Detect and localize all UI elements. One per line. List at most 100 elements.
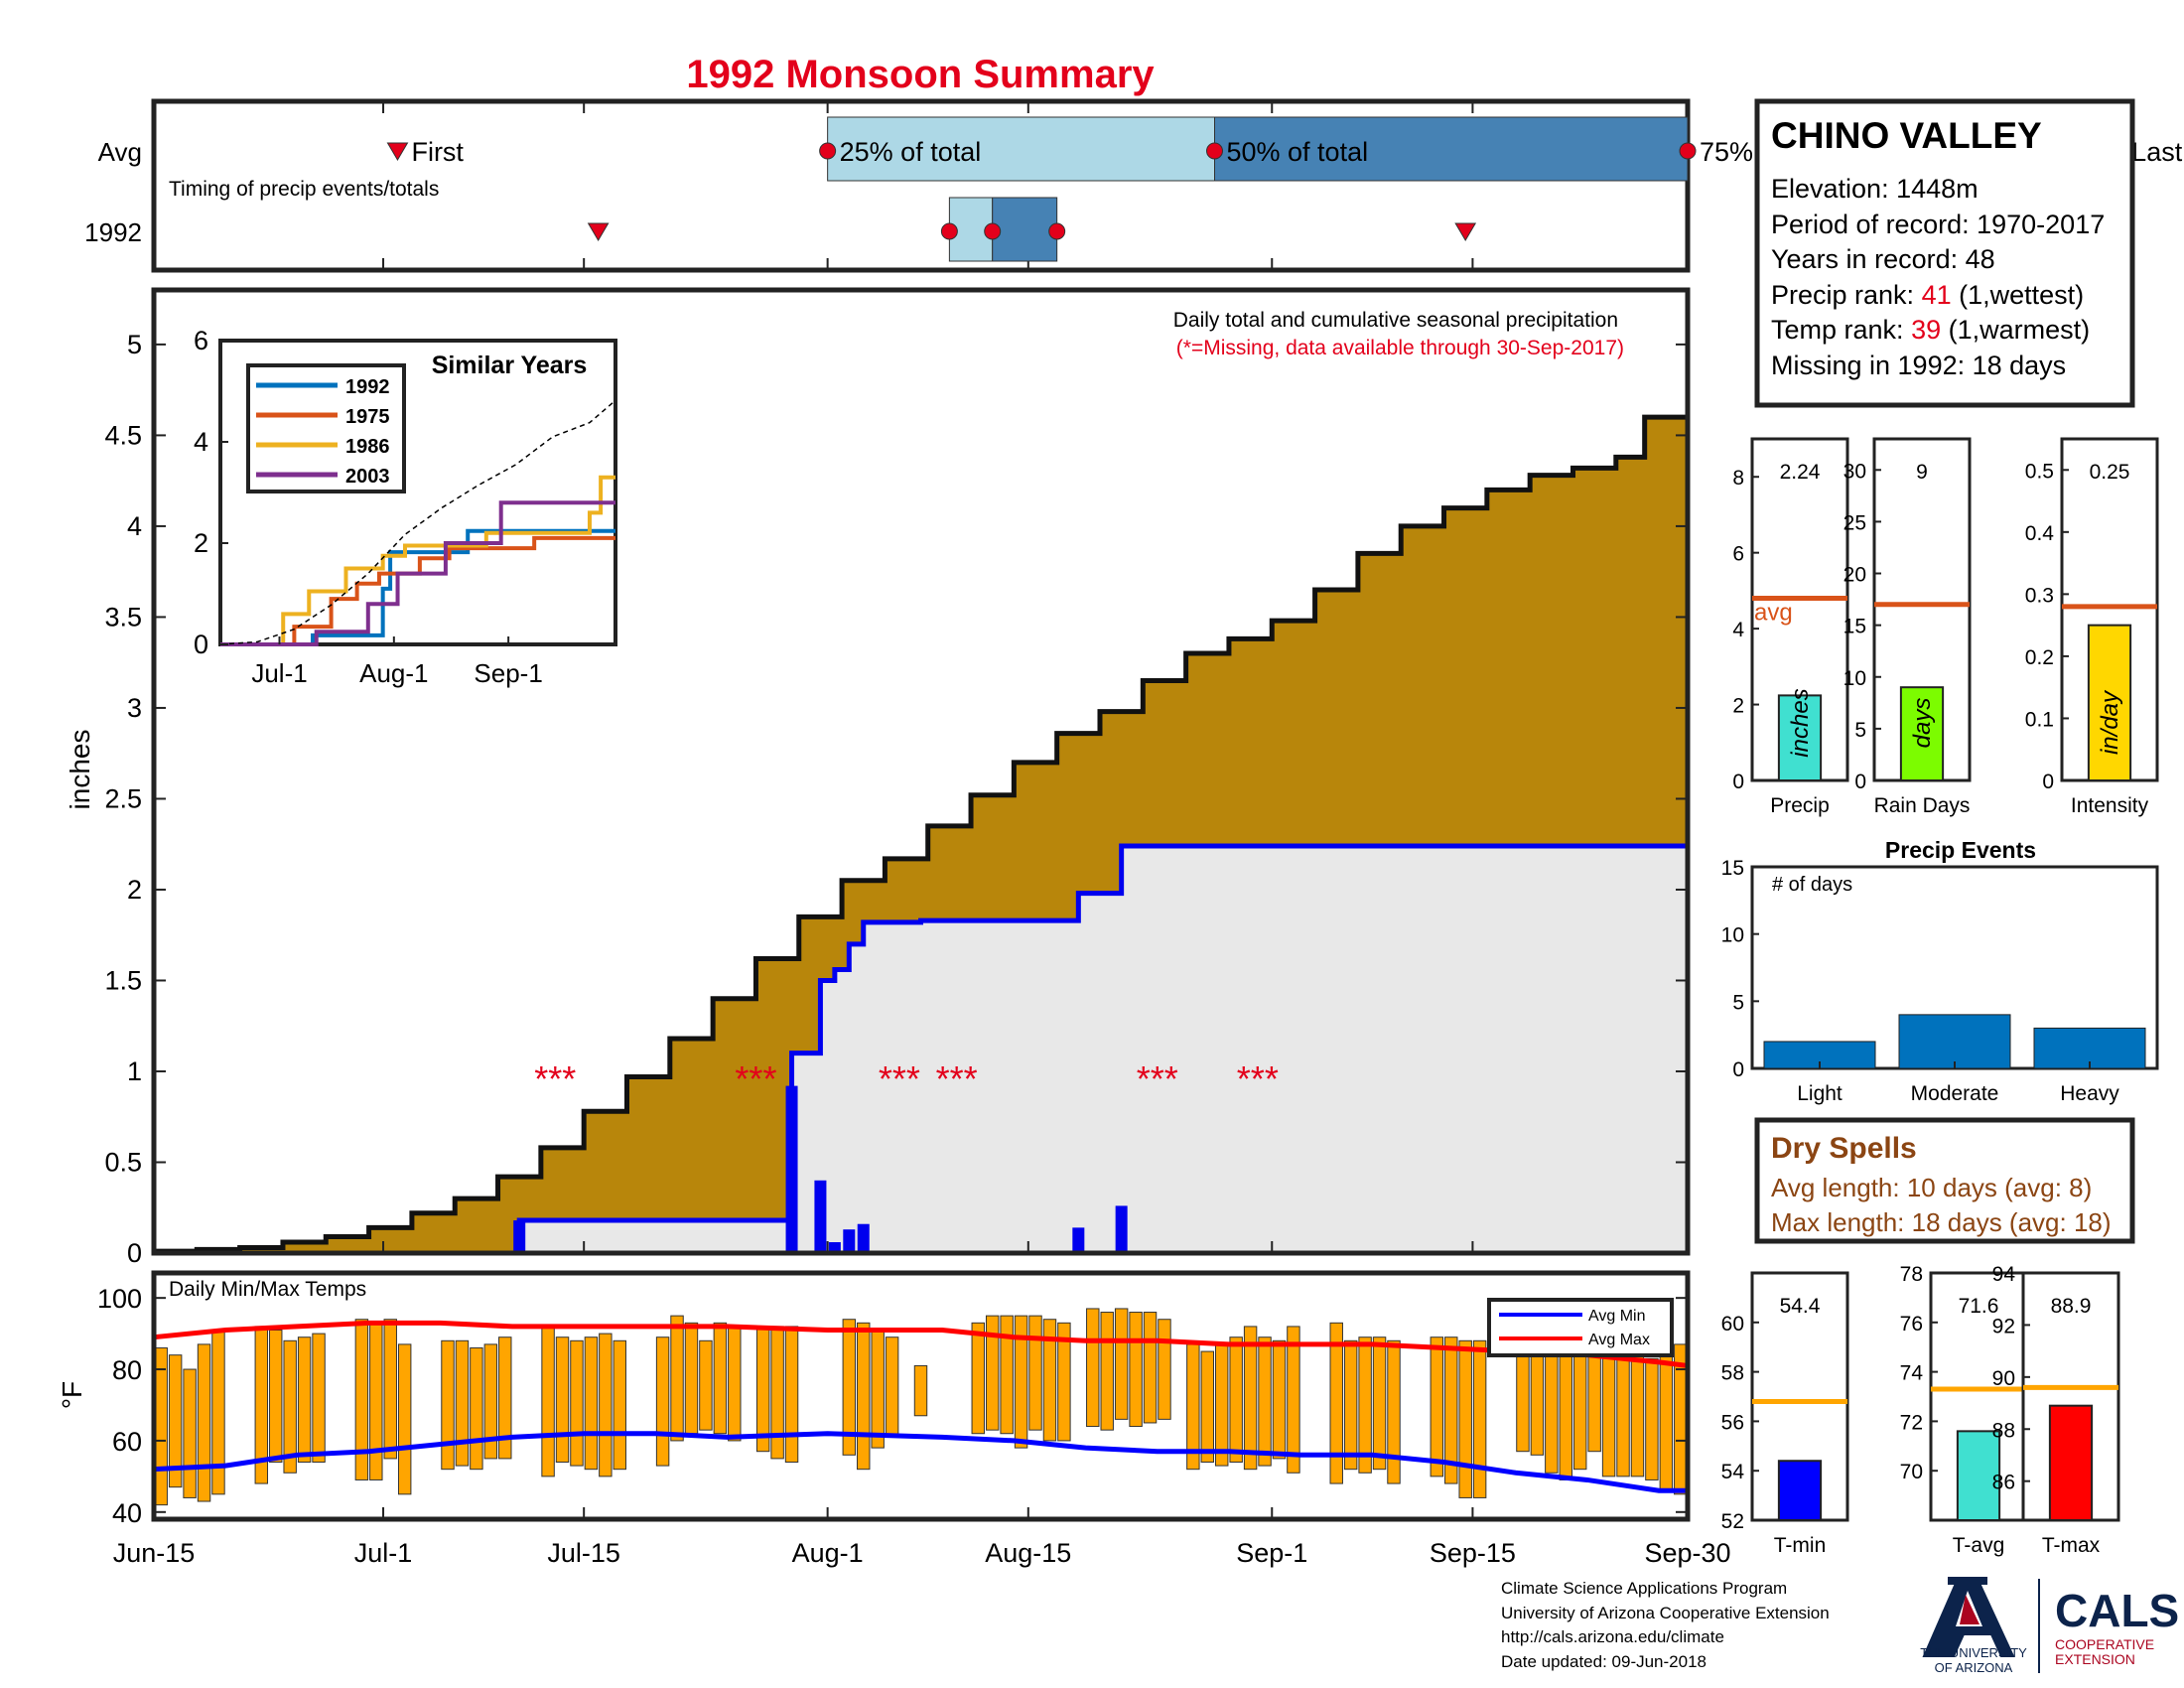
stat-y-tick-label: 0 xyxy=(1732,771,1744,793)
stat-y-tick-label: 10 xyxy=(1843,667,1866,690)
daily-precip-bar xyxy=(785,1085,798,1253)
temp-stats-panels: 52 54 56 58 60 54.4 T-min 70 72 74 76 78 71.6 T-avg 86… xyxy=(1721,1263,2120,1557)
daily-temp-bar xyxy=(842,1319,857,1456)
stat-y-tick-label: 76 xyxy=(1900,1313,1923,1336)
station-years: Years in record: 48 xyxy=(1771,244,1995,274)
daily-temp-bar xyxy=(154,1346,168,1506)
year-last-marker-icon xyxy=(1454,222,1477,241)
footer-credits: Climate Science Applications Program Uni… xyxy=(1501,1577,1830,1674)
daily-temp-bar xyxy=(1516,1339,1530,1453)
daily-temp-bar xyxy=(1014,1315,1028,1449)
stat-y-tick-label: 0.1 xyxy=(2025,708,2054,731)
daily-temp-bar xyxy=(1616,1346,1630,1477)
daily-temp-bar xyxy=(211,1330,225,1495)
stat-value-label: 54.4 xyxy=(1780,1295,1821,1318)
daily-precip-bar xyxy=(1072,1227,1085,1253)
daily-temp-bar xyxy=(1100,1312,1114,1431)
daily-temp-bar xyxy=(1587,1343,1601,1453)
dry-spells-frame xyxy=(1754,1117,2135,1244)
daily-temp-bar xyxy=(1601,1346,1616,1477)
x-tick-label: Jul-15 xyxy=(547,1538,620,1568)
y-tick-label: 3.5 xyxy=(104,602,142,632)
avg-first-label: First xyxy=(411,137,464,167)
inset-title: Similar Years xyxy=(432,352,588,379)
stat-value-label: 9 xyxy=(1916,461,1928,484)
y-tick-label: 2.5 xyxy=(104,783,142,813)
daily-temp-bar xyxy=(570,1339,584,1467)
daily-temp-bar xyxy=(684,1322,699,1435)
y-tick-label: 0 xyxy=(127,1238,142,1268)
stat-y-tick-label: 0 xyxy=(2042,771,2054,793)
event-y-tick-label: 10 xyxy=(1721,924,1744,947)
legend-label-avg-min: Avg Min xyxy=(1588,1308,1646,1325)
precip-events-chart: Precip Events # of days Light Moderate Hea… xyxy=(1721,837,2159,1105)
stat-y-tick-label: 2 xyxy=(1732,695,1744,718)
ua-a-red-icon xyxy=(1960,1595,1979,1624)
dry-spells-box: Dry Spells Avg length: 10 days (avg: 8) … xyxy=(1754,1117,2135,1244)
event-bar xyxy=(1898,1014,2011,1069)
inset-x-tick-label: Jul-1 xyxy=(251,658,307,688)
daily-temp-bar xyxy=(784,1326,799,1463)
stat-y-tick-label: 58 xyxy=(1721,1362,1744,1385)
daily-temp-bar xyxy=(470,1346,483,1471)
inset-y-tick-label: 2 xyxy=(194,528,208,558)
stat-y-tick-label: 60 xyxy=(1721,1313,1744,1336)
daily-temp-bar xyxy=(1572,1354,1587,1471)
x-tick-label: Jun-15 xyxy=(113,1538,196,1568)
legend-label-2003: 2003 xyxy=(345,466,390,488)
daily-temp-bar xyxy=(1272,1339,1287,1460)
daily-temp-bar xyxy=(297,1336,312,1463)
stat-panel-label: T-max xyxy=(2042,1534,2101,1557)
inset-series-2003 xyxy=(220,500,615,646)
x-tick-label: Jul-1 xyxy=(354,1538,413,1568)
x-tick-label: Aug-1 xyxy=(792,1538,864,1568)
cals-coop-line2: EXTENSION xyxy=(2055,1651,2135,1667)
y-tick-label: 1.5 xyxy=(104,965,142,995)
daily-temp-bar xyxy=(555,1336,570,1463)
station-info-box: CHINO VALLEY Elevation: 1448m Period of … xyxy=(1754,98,2135,408)
y-tick-label: 3 xyxy=(127,693,142,723)
station-name: CHINO VALLEY xyxy=(1771,115,2042,156)
page-title: 1992 Monsoon Summary xyxy=(686,53,1155,96)
y-tick-label: 5 xyxy=(127,330,142,359)
footer-line-program: Climate Science Applications Program xyxy=(1501,1579,1788,1598)
stat-y-tick-label: 5 xyxy=(1854,719,1866,742)
inset-y-tick-label: 0 xyxy=(194,630,208,659)
ua-a-top-icon xyxy=(1948,1577,1987,1585)
year-25pct-marker xyxy=(940,222,958,240)
daily-precip-bar xyxy=(843,1229,856,1253)
stat-y-tick-label: 74 xyxy=(1900,1362,1924,1385)
avg-first-half-box xyxy=(827,116,1216,182)
avg-50pct-marker xyxy=(1206,142,1224,160)
missing-data-marker: *** xyxy=(936,1058,978,1099)
daily-temp-bar xyxy=(1387,1339,1401,1484)
inset-y-tick-label: 4 xyxy=(194,427,208,457)
daily-temp-bar xyxy=(871,1330,885,1449)
y-tick-label: 4.5 xyxy=(104,420,142,450)
daily-temp-bar xyxy=(1057,1322,1071,1442)
y-axis-label: inches xyxy=(65,730,95,810)
daily-temp-bar xyxy=(1215,1343,1229,1467)
daily-temp-bar xyxy=(1444,1336,1458,1484)
daily-temp-bar xyxy=(1630,1350,1645,1477)
daily-temp-bar xyxy=(1645,1357,1659,1480)
legend-label-1986: 1986 xyxy=(345,436,390,458)
missing-data-marker: *** xyxy=(534,1058,576,1099)
daily-temp-bar xyxy=(655,1336,670,1467)
daily-temp-bar xyxy=(885,1336,899,1438)
daily-temp-bar xyxy=(1229,1336,1243,1463)
daily-temp-bar xyxy=(269,1330,283,1463)
daily-precip-bar xyxy=(814,1180,827,1253)
daily-temp-bar xyxy=(1200,1350,1215,1463)
precip-rank-value: 41 xyxy=(1922,280,1952,310)
daily-temp-bar xyxy=(670,1315,684,1442)
year-first-marker-icon xyxy=(587,222,610,241)
stat-unit-label: in/day xyxy=(2097,689,2123,755)
stat-panel-label: Precip xyxy=(1770,794,1830,817)
y-tick-label: 0.5 xyxy=(104,1147,142,1177)
footer-line-url[interactable]: http://cals.arizona.edu/climate xyxy=(1501,1627,1724,1646)
stat-value-label: 2.24 xyxy=(1780,461,1821,484)
daily-temp-bar xyxy=(1358,1336,1372,1474)
daily-temp-bar xyxy=(283,1339,297,1474)
